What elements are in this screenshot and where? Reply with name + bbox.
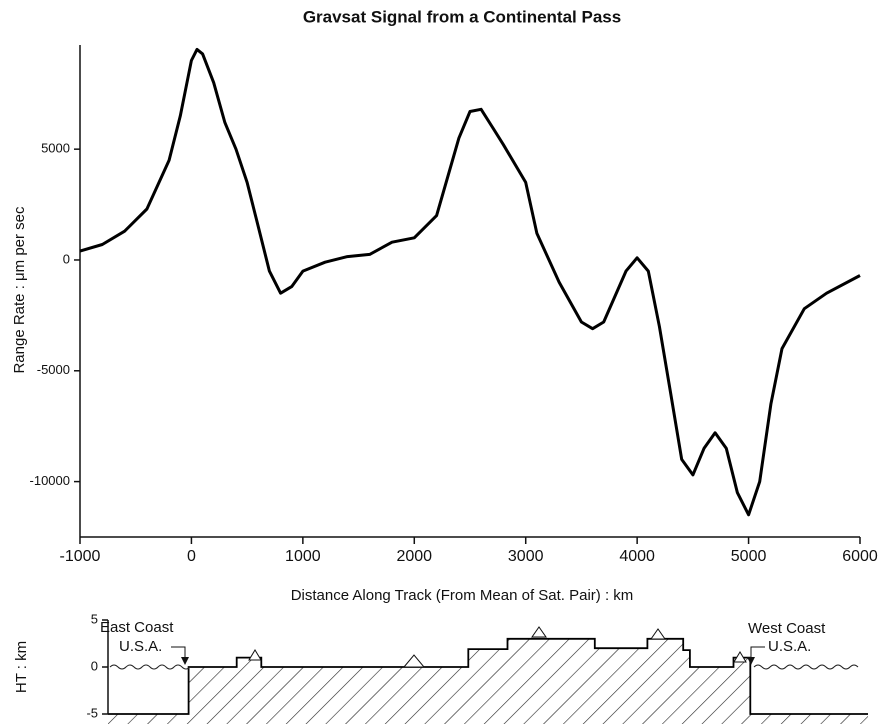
x-tick-label: 5000 xyxy=(731,548,767,565)
annotation: U.S.A. xyxy=(119,638,162,655)
water xyxy=(109,664,191,670)
water xyxy=(753,664,859,670)
y-tick-label: 5000 xyxy=(41,141,70,156)
y-axis-label: HT : km xyxy=(13,641,30,693)
terrain-profile xyxy=(108,637,868,715)
terrain xyxy=(108,638,868,724)
y-tick-label: 0 xyxy=(91,658,98,673)
station-marker xyxy=(248,626,747,668)
annotation: West Coast xyxy=(748,620,826,637)
y-tick-label: -5 xyxy=(86,705,98,720)
y-axis-label: Range Rate : μm per sec xyxy=(11,206,28,374)
profile-plot xyxy=(108,637,868,724)
annotation: East Coast xyxy=(100,619,174,636)
pointer xyxy=(181,657,189,665)
y-tick-label: 5 xyxy=(91,611,98,626)
x-tick-label: -1000 xyxy=(60,548,101,565)
x-axis-label: Distance Along Track (From Mean of Sat. … xyxy=(291,587,634,604)
chart-title: Gravsat Signal from a Continental Pass xyxy=(303,7,621,26)
pointer xyxy=(747,657,755,665)
x-tick-label: 1000 xyxy=(285,548,321,565)
x-tick-label: 0 xyxy=(187,548,196,565)
y-tick-label: 0 xyxy=(63,251,70,266)
annotation: U.S.A. xyxy=(768,638,811,655)
y-tick-label: -5000 xyxy=(37,362,70,377)
x-tick-label: 3000 xyxy=(508,548,544,565)
x-tick-label: 2000 xyxy=(396,548,432,565)
data-line xyxy=(79,47,861,517)
x-tick-label: 6000 xyxy=(842,548,878,565)
x-tick-label: 4000 xyxy=(619,548,655,565)
y-tick-label: -10000 xyxy=(30,473,70,488)
